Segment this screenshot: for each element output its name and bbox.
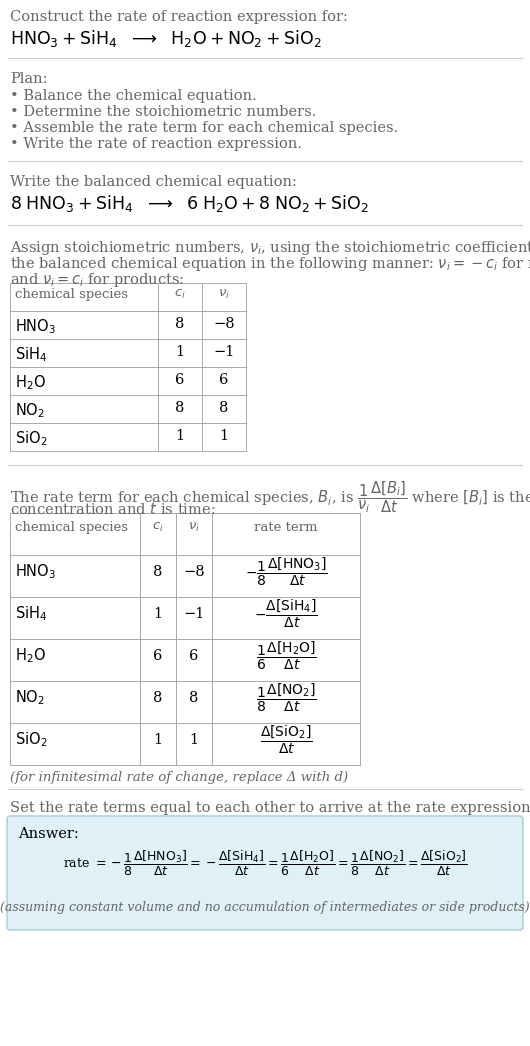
Text: $\mathrm{H_2O}$: $\mathrm{H_2O}$ [15, 373, 46, 391]
Text: $\mathrm{SiH_4}$: $\mathrm{SiH_4}$ [15, 605, 47, 623]
Text: 1: 1 [175, 345, 184, 359]
Text: $\nu_i$: $\nu_i$ [188, 521, 200, 535]
Text: Write the balanced chemical equation:: Write the balanced chemical equation: [10, 175, 297, 189]
Text: rate $= -\dfrac{1}{8}\dfrac{\Delta[\mathrm{HNO_3}]}{\Delta t} = -\dfrac{\Delta[\: rate $= -\dfrac{1}{8}\dfrac{\Delta[\math… [63, 849, 467, 878]
Text: Construct the rate of reaction expression for:: Construct the rate of reaction expressio… [10, 10, 348, 24]
Text: • Write the rate of reaction expression.: • Write the rate of reaction expression. [10, 137, 302, 151]
Text: 1: 1 [154, 607, 163, 621]
Text: • Determine the stoichiometric numbers.: • Determine the stoichiometric numbers. [10, 105, 316, 119]
Text: $\dfrac{\Delta[\mathrm{SiO_2}]}{\Delta t}$: $\dfrac{\Delta[\mathrm{SiO_2}]}{\Delta t… [260, 724, 312, 756]
Text: $\mathrm{SiO_2}$: $\mathrm{SiO_2}$ [15, 429, 47, 448]
Text: $-\dfrac{1}{8}\dfrac{\Delta[\mathrm{HNO_3}]}{\Delta t}$: $-\dfrac{1}{8}\dfrac{\Delta[\mathrm{HNO_… [244, 555, 328, 588]
Text: $c_i$: $c_i$ [152, 521, 164, 535]
Text: 1: 1 [175, 429, 184, 444]
Text: $-\dfrac{\Delta[\mathrm{SiH_4}]}{\Delta t}$: $-\dfrac{\Delta[\mathrm{SiH_4}]}{\Delta … [254, 598, 318, 630]
Text: (for infinitesimal rate of change, replace Δ with d): (for infinitesimal rate of change, repla… [10, 771, 348, 784]
Text: $\mathrm{SiO_2}$: $\mathrm{SiO_2}$ [15, 731, 47, 749]
Text: 8: 8 [153, 565, 163, 579]
Text: $\mathrm{H_2O}$: $\mathrm{H_2O}$ [15, 646, 46, 665]
Text: 6: 6 [175, 373, 184, 387]
Text: −1: −1 [213, 345, 235, 359]
Text: Set the rate terms equal to each other to arrive at the rate expression:: Set the rate terms equal to each other t… [10, 801, 530, 815]
Text: $\dfrac{1}{8}\dfrac{\Delta[\mathrm{NO_2}]}{\Delta t}$: $\dfrac{1}{8}\dfrac{\Delta[\mathrm{NO_2}… [255, 682, 316, 714]
Text: $\mathrm{NO_2}$: $\mathrm{NO_2}$ [15, 401, 45, 419]
Text: 8: 8 [219, 401, 228, 415]
Text: −8: −8 [213, 317, 235, 331]
Text: (assuming constant volume and no accumulation of intermediates or side products): (assuming constant volume and no accumul… [0, 901, 530, 914]
Text: 1: 1 [154, 733, 163, 747]
Text: 1: 1 [219, 429, 228, 444]
FancyBboxPatch shape [7, 816, 523, 930]
Text: • Balance the chemical equation.: • Balance the chemical equation. [10, 89, 257, 103]
Text: $\mathrm{HNO_3 + SiH_4}$  $\longrightarrow$  $\mathrm{H_2O + NO_2 + SiO_2}$: $\mathrm{HNO_3 + SiH_4}$ $\longrightarro… [10, 28, 322, 49]
Text: and $\nu_i = c_i$ for products:: and $\nu_i = c_i$ for products: [10, 271, 184, 289]
Text: Plan:: Plan: [10, 72, 48, 86]
Text: $c_i$: $c_i$ [174, 288, 186, 301]
Text: rate term: rate term [254, 521, 318, 535]
Text: chemical species: chemical species [15, 521, 128, 535]
Text: Assign stoichiometric numbers, $\nu_i$, using the stoichiometric coefficients, $: Assign stoichiometric numbers, $\nu_i$, … [10, 238, 530, 257]
Text: • Assemble the rate term for each chemical species.: • Assemble the rate term for each chemic… [10, 121, 398, 135]
Text: chemical species: chemical species [15, 288, 128, 301]
Text: $\mathrm{HNO_3}$: $\mathrm{HNO_3}$ [15, 563, 56, 582]
Text: 6: 6 [219, 373, 228, 387]
Text: concentration and $t$ is time:: concentration and $t$ is time: [10, 501, 216, 517]
Text: −8: −8 [183, 565, 205, 579]
Text: 8: 8 [175, 317, 184, 331]
Text: Answer:: Answer: [18, 827, 79, 841]
Text: the balanced chemical equation in the following manner: $\nu_i = -c_i$ for react: the balanced chemical equation in the fo… [10, 255, 530, 273]
Text: The rate term for each chemical species, $B_i$, is $\dfrac{1}{\nu_i}\dfrac{\Delt: The rate term for each chemical species,… [10, 479, 530, 515]
Text: 8: 8 [153, 691, 163, 705]
Text: 1: 1 [189, 733, 199, 747]
Text: 8: 8 [189, 691, 199, 705]
Text: $\mathrm{NO_2}$: $\mathrm{NO_2}$ [15, 688, 45, 707]
Text: $\dfrac{1}{6}\dfrac{\Delta[\mathrm{H_2O}]}{\Delta t}$: $\dfrac{1}{6}\dfrac{\Delta[\mathrm{H_2O}… [255, 640, 316, 673]
Text: $\mathrm{HNO_3}$: $\mathrm{HNO_3}$ [15, 317, 56, 336]
Text: 6: 6 [153, 649, 163, 663]
Text: −1: −1 [183, 607, 205, 621]
Text: $\mathrm{8\;HNO_3 + SiH_4}$  $\longrightarrow$  $\mathrm{6\;H_2O + 8\;NO_2 + SiO: $\mathrm{8\;HNO_3 + SiH_4}$ $\longrighta… [10, 194, 369, 214]
Text: 8: 8 [175, 401, 184, 415]
Text: 6: 6 [189, 649, 199, 663]
Text: $\mathrm{SiH_4}$: $\mathrm{SiH_4}$ [15, 345, 47, 364]
Text: $\nu_i$: $\nu_i$ [218, 288, 230, 301]
